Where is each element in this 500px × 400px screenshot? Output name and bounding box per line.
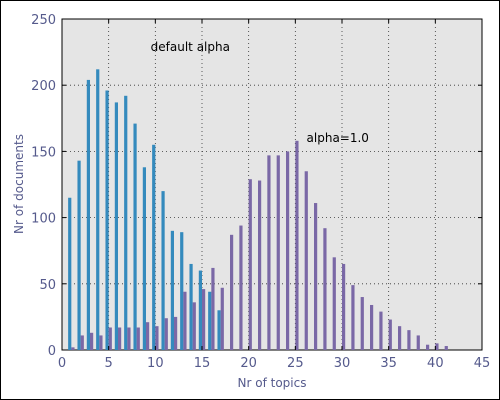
x-tick-label: 0	[58, 356, 66, 371]
x-tick-label: 35	[380, 356, 397, 371]
bar-series-2	[127, 327, 131, 350]
bar-series-2	[351, 285, 355, 350]
bar-series-2	[370, 304, 374, 350]
annotations: default alpha alpha=1.0	[151, 40, 369, 145]
bar-series-1	[124, 95, 128, 351]
bar-series-2	[230, 234, 234, 350]
bar-series-1	[217, 310, 221, 350]
bar-series-1	[114, 102, 118, 350]
bar-series-2	[360, 297, 364, 350]
bars	[68, 69, 448, 351]
bar-series-2	[258, 180, 262, 350]
bar-series-1	[68, 197, 72, 350]
bar-series-2	[71, 347, 75, 350]
bar-series-2	[379, 311, 383, 350]
bar-series-1	[96, 69, 100, 350]
bar-series-2	[426, 344, 430, 350]
bar-series-2	[155, 326, 159, 350]
bar-series-2	[304, 171, 308, 350]
annotation-default-alpha: default alpha	[151, 40, 230, 54]
bar-series-1	[189, 263, 193, 350]
y-tick-label: 250	[31, 13, 56, 28]
bar-series-2	[183, 291, 187, 350]
plot-background	[61, 18, 483, 351]
x-tick-label: 45	[474, 356, 491, 371]
bar-series-1	[133, 123, 137, 350]
bar-series-2	[407, 330, 411, 350]
bar-series-2	[342, 263, 346, 350]
y-tick-label: 50	[39, 278, 56, 293]
bar-series-2	[314, 203, 318, 350]
bar-series-2	[435, 343, 439, 350]
bar-series-1	[170, 230, 174, 350]
bar-series-2	[276, 155, 280, 350]
bar-series-1	[180, 232, 184, 350]
x-tick-label: 10	[147, 356, 164, 371]
y-tick-label: 100	[31, 212, 56, 227]
bar-series-2	[267, 155, 271, 350]
bar-series-2	[286, 151, 290, 350]
bar-series-2	[136, 327, 140, 350]
x-tick-label: 20	[240, 356, 257, 371]
bar-series-2	[416, 335, 420, 350]
x-tick-label: 40	[427, 356, 444, 371]
bar-series-2	[202, 289, 206, 350]
bar-series-2	[332, 257, 336, 350]
bar-series-2	[248, 179, 252, 350]
annotation-alpha-1: alpha=1.0	[307, 131, 369, 145]
bar-series-2	[388, 319, 392, 350]
y-tick-label: 0	[48, 344, 56, 359]
bar-series-1	[105, 90, 109, 350]
bar-series-2	[108, 327, 112, 350]
bar-series-1	[86, 79, 90, 351]
bar-series-1	[208, 291, 212, 350]
x-tick-label: 5	[105, 356, 113, 371]
bar-series-2	[239, 225, 243, 350]
bar-series-2	[192, 302, 196, 350]
bar-series-2	[146, 322, 150, 350]
ticks: 0 5 10 15 20 25 30 35 40 45 0 50 100 150 200 250	[31, 13, 490, 371]
bar-series-1	[152, 144, 156, 350]
bar-series-2	[323, 228, 327, 350]
bar-series-1	[77, 160, 81, 350]
bar-series-2	[99, 335, 103, 350]
bar-series-1	[198, 270, 202, 350]
y-tick-label: 150	[31, 145, 56, 160]
x-tick-label: 15	[194, 356, 211, 371]
x-axis-label: Nr of topics	[238, 376, 307, 390]
bar-series-2	[90, 332, 94, 350]
x-tick-label: 25	[287, 356, 304, 371]
bar-series-2	[295, 140, 299, 350]
bar-series-1	[142, 167, 146, 350]
bar-series-2	[164, 318, 168, 350]
bar-series-2	[220, 287, 224, 350]
bar-series-2	[211, 267, 215, 350]
bar-series-1	[161, 191, 165, 350]
bar-series-2	[80, 335, 84, 350]
bar-series-2	[174, 316, 178, 350]
x-tick-label: 30	[334, 356, 351, 371]
bar-series-2	[398, 326, 402, 350]
bar-series-2	[118, 327, 122, 350]
y-axis-label: Nr of documents	[12, 134, 26, 234]
y-tick-label: 200	[31, 79, 56, 94]
bar-series-2	[444, 346, 448, 350]
